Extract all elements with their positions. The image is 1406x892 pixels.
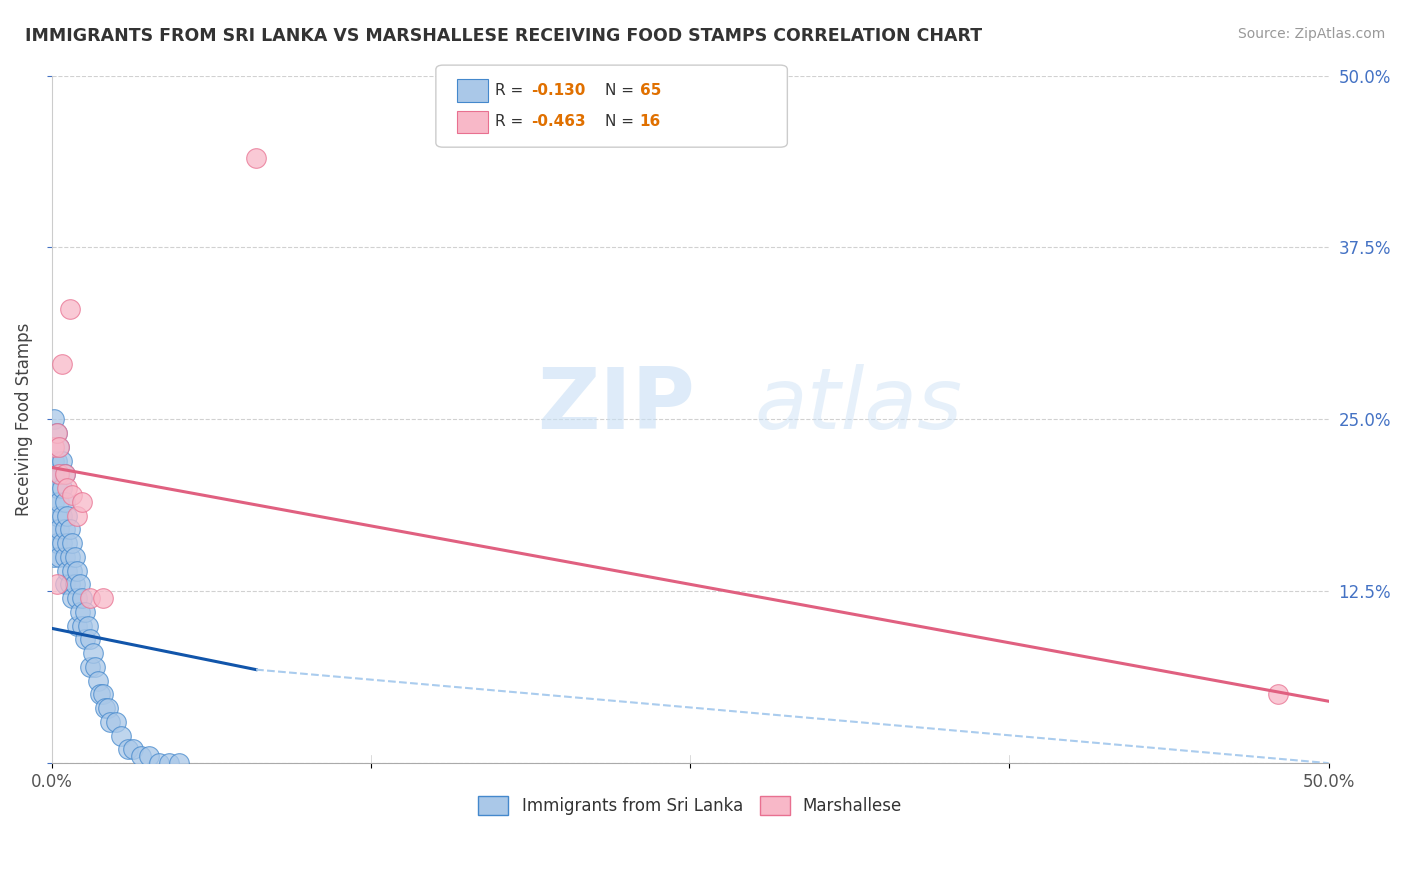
Point [79,632,101,647]
Point [48,495,70,509]
Point [51,453,73,467]
Point [97,701,120,715]
Point [60,488,83,502]
Point [51,357,73,371]
Point [148,756,170,771]
Point [53,549,76,564]
Point [44,495,66,509]
Point [63,549,86,564]
Text: R =: R = [495,114,529,128]
Text: -0.130: -0.130 [531,83,586,97]
Point [73,632,96,647]
Point [56,508,79,523]
Point [87,673,110,688]
Point [60,564,83,578]
Point [94,701,117,715]
Point [59,522,82,536]
Point [169,756,191,771]
Text: 65: 65 [640,83,661,97]
Point [44,467,66,482]
Text: -0.463: -0.463 [531,114,586,128]
Point [44,522,66,536]
Point [63,577,86,591]
Point [117,742,139,756]
Point [53,522,76,536]
Point [48,522,70,536]
Point [45,508,67,523]
Text: IMMIGRANTS FROM SRI LANKA VS MARSHALLESE RECEIVING FOOD STAMPS CORRELATION CHART: IMMIGRANTS FROM SRI LANKA VS MARSHALLESE… [25,27,983,45]
Point [48,440,70,454]
Point [45,426,67,441]
Point [59,549,82,564]
Point [100,714,122,729]
Point [45,453,67,467]
Text: R =: R = [495,83,529,97]
Point [79,660,101,674]
Point [45,481,67,495]
Point [66,508,89,523]
Text: 16: 16 [640,114,661,128]
Point [56,481,79,495]
Point [48,440,70,454]
Point [1267,687,1289,701]
Point [79,591,101,606]
Point [53,467,76,482]
Point [44,412,66,426]
Point [104,714,127,729]
Point [245,151,267,165]
Text: N =: N = [605,114,638,128]
Point [60,536,83,550]
Point [48,549,70,564]
Point [157,756,180,771]
Point [53,467,76,482]
Point [51,508,73,523]
Point [73,605,96,619]
Text: Source: ZipAtlas.com: Source: ZipAtlas.com [1237,27,1385,41]
Text: ZIP: ZIP [537,364,695,447]
Point [66,618,89,632]
Point [76,618,98,632]
Point [45,536,67,550]
Point [138,749,160,764]
Point [53,495,76,509]
Point [84,660,107,674]
Point [48,467,70,482]
Legend: Immigrants from Sri Lanka, Marshallese: Immigrants from Sri Lanka, Marshallese [470,788,911,823]
Point [59,577,82,591]
Point [69,605,91,619]
Point [51,481,73,495]
Point [44,440,66,454]
Point [72,495,94,509]
Point [66,564,89,578]
Point [48,467,70,482]
Point [44,453,66,467]
Point [66,591,89,606]
Point [45,426,67,441]
Point [72,591,94,606]
Point [91,687,114,701]
Point [56,564,79,578]
Point [56,536,79,550]
Point [69,577,91,591]
Point [91,591,114,606]
Point [60,591,83,606]
Point [44,549,66,564]
Point [82,646,104,660]
Point [59,302,82,317]
Point [45,577,67,591]
Point [89,687,111,701]
Point [129,749,152,764]
Y-axis label: Receiving Food Stamps: Receiving Food Stamps [15,323,32,516]
Point [53,577,76,591]
Point [72,618,94,632]
Text: N =: N = [605,83,638,97]
Point [110,729,132,743]
Point [122,742,145,756]
Text: atlas: atlas [754,364,962,447]
Point [51,536,73,550]
